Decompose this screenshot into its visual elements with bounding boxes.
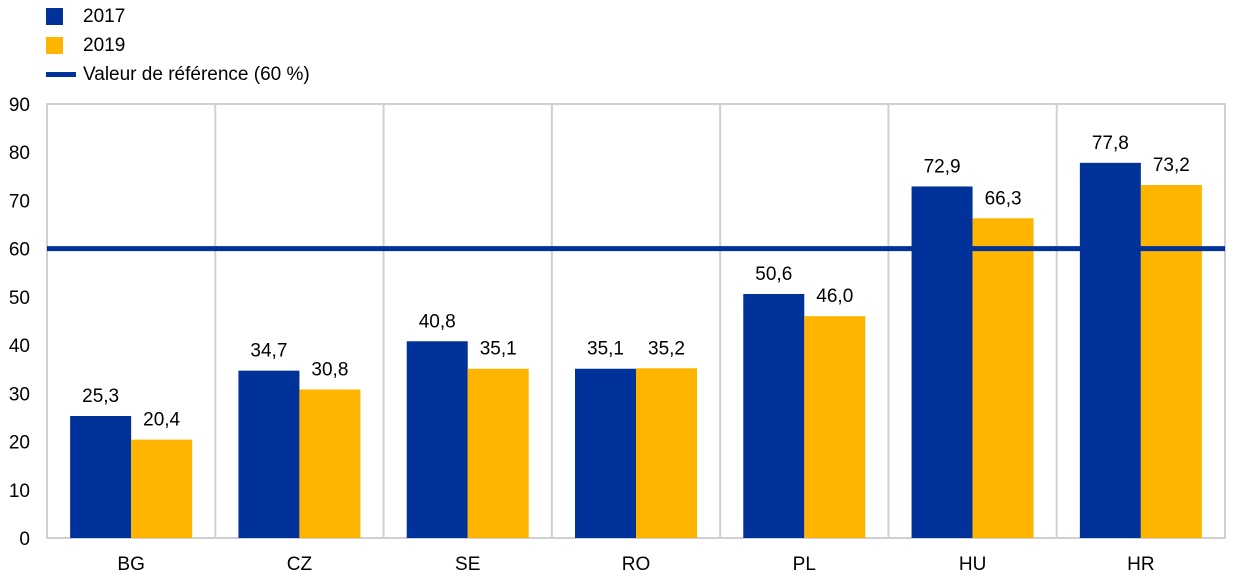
legend-swatch-reference [46, 72, 76, 77]
bar-2017-PL [743, 293, 805, 538]
y-tick-label: 0 [19, 529, 30, 550]
x-tick-label: RO [622, 554, 651, 575]
data-label: 35,1 [480, 339, 517, 360]
bar-2019-RO [636, 368, 697, 538]
legend-label-2017: 2017 [83, 6, 126, 27]
x-tick-label: HU [959, 554, 986, 575]
x-tick-label: HR [1127, 554, 1154, 575]
data-label: 35,1 [587, 339, 624, 360]
data-label: 35,2 [648, 338, 685, 359]
bar-2019-HU [972, 218, 1034, 538]
bar-2019-HR [1140, 185, 1202, 538]
data-label: 20,4 [143, 410, 180, 431]
y-tick-label: 60 [9, 240, 30, 261]
bar-2019-PL [804, 316, 866, 538]
bar-2017-RO [575, 368, 636, 538]
legend-label-reference: Valeur de référence (60 %) [83, 64, 310, 85]
data-label: 40,8 [419, 311, 456, 332]
data-label: 77,8 [1092, 133, 1129, 154]
legend-item-2019: 2019 [46, 31, 310, 60]
legend-item-2017: 2017 [46, 2, 310, 31]
bar-2017-CZ [238, 370, 300, 538]
bar-2017-SE [406, 341, 468, 538]
x-tick-label: SE [455, 554, 480, 575]
y-tick-label: 70 [9, 191, 30, 212]
legend-swatch-2017 [46, 8, 63, 25]
y-tick-label: 90 [9, 95, 30, 116]
x-tick-label: CZ [287, 554, 313, 575]
bar-2019-BG [131, 439, 193, 538]
data-label: 30,8 [311, 359, 348, 380]
data-label: 25,3 [82, 386, 119, 407]
y-tick-label: 20 [9, 433, 30, 454]
legend-swatch-2019 [46, 37, 63, 54]
y-tick-label: 10 [9, 481, 30, 502]
legend: 2017 2019 Valeur de référence (60 %) [46, 2, 310, 89]
y-tick-label: 50 [9, 288, 30, 309]
y-tick-label: 30 [9, 384, 30, 405]
data-label: 46,0 [816, 286, 853, 307]
y-tick-label: 80 [9, 143, 30, 164]
data-label: 72,9 [924, 156, 961, 177]
y-tick-label: 40 [9, 336, 30, 357]
bar-2019-CZ [299, 389, 361, 538]
bar-2019-SE [467, 368, 529, 538]
x-tick-label: PL [793, 554, 816, 575]
data-label: 50,6 [755, 264, 792, 285]
data-label: 66,3 [985, 188, 1022, 209]
bar-2017-BG [70, 415, 132, 538]
data-label: 73,2 [1153, 155, 1190, 176]
bar-2017-HU [911, 186, 973, 538]
data-label: 34,7 [250, 341, 287, 362]
legend-label-2019: 2019 [83, 35, 126, 56]
x-tick-label: BG [117, 554, 144, 575]
legend-item-reference: Valeur de référence (60 %) [46, 60, 310, 89]
bar-2017-HR [1079, 162, 1141, 538]
